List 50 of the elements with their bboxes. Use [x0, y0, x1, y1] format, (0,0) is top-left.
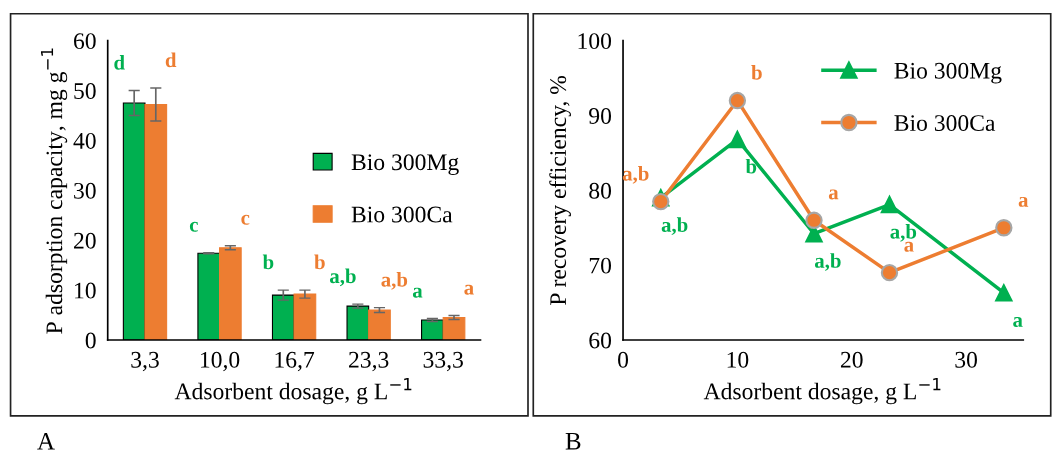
y-tick-label: 70 — [589, 257, 612, 274]
x-tick-label: 33,3 — [423, 351, 463, 372]
x-tick-label: 30 — [955, 351, 977, 368]
y-tick-label: 50 — [74, 83, 96, 99]
legend-label: Bio 300Ca — [894, 115, 996, 131]
x-tick-label: 10,0 — [200, 351, 240, 372]
x-axis-title: Adsorbent dosage, g L$^{−1}$ — [703, 378, 941, 405]
y-tick-label: 0 — [85, 332, 96, 349]
data-label: d — [165, 52, 177, 68]
data-label: a — [464, 284, 474, 295]
x-tick-label: 0 — [618, 351, 629, 368]
data-label: a,b — [814, 253, 841, 271]
x-tick-label: 10 — [727, 351, 749, 368]
y-tick-label: 80 — [589, 182, 612, 199]
data-label: c — [189, 221, 198, 232]
data-label: b — [751, 64, 762, 80]
x-axis-title: Adsorbent dosage, g L$^{−1}$ — [174, 378, 412, 405]
data-label: a,b — [661, 217, 688, 235]
x-tick-label: 23,3 — [349, 351, 389, 372]
data-label: a,b — [329, 268, 356, 287]
data-label: a — [412, 287, 423, 298]
data-label: a — [1018, 196, 1029, 207]
data-label: a — [904, 241, 914, 252]
y-tick-label: 20 — [74, 232, 96, 249]
text: B — [565, 433, 581, 450]
text: A — [37, 432, 55, 450]
data-label: c — [241, 214, 250, 225]
data-label: a,b — [381, 272, 408, 290]
data-label: a — [828, 189, 839, 200]
x-tick-label: 16,7 — [275, 351, 315, 372]
legend-label: Bio 300Mg — [894, 62, 1002, 84]
y-tick-label: 30 — [74, 182, 96, 199]
data-label: b — [745, 158, 757, 174]
data-label: a — [1013, 316, 1023, 327]
x-tick-label: 20 — [840, 351, 863, 368]
legend-label: Bio 300Mg — [351, 154, 459, 176]
x-tick-label: 3,3 — [131, 351, 159, 372]
y-axis-title: P recovery efficiency, % — [549, 75, 571, 305]
y-tick-label: 90 — [589, 108, 612, 124]
y-axis-title: P adsorption capacity, mg g$^{−1}$ — [40, 48, 68, 334]
y-tick-label: 60 — [589, 332, 612, 349]
y-tick-label: 10 — [75, 282, 96, 299]
y-tick-label: 60 — [74, 33, 96, 50]
legend-label: Bio 300Ca — [351, 206, 453, 223]
data-label: a,b — [890, 224, 917, 242]
data-label: b — [262, 254, 274, 270]
y-tick-label: 40 — [73, 132, 96, 149]
data-label: d — [114, 55, 125, 70]
data-label: b — [314, 254, 325, 270]
y-tick-label: 100 — [578, 33, 612, 50]
